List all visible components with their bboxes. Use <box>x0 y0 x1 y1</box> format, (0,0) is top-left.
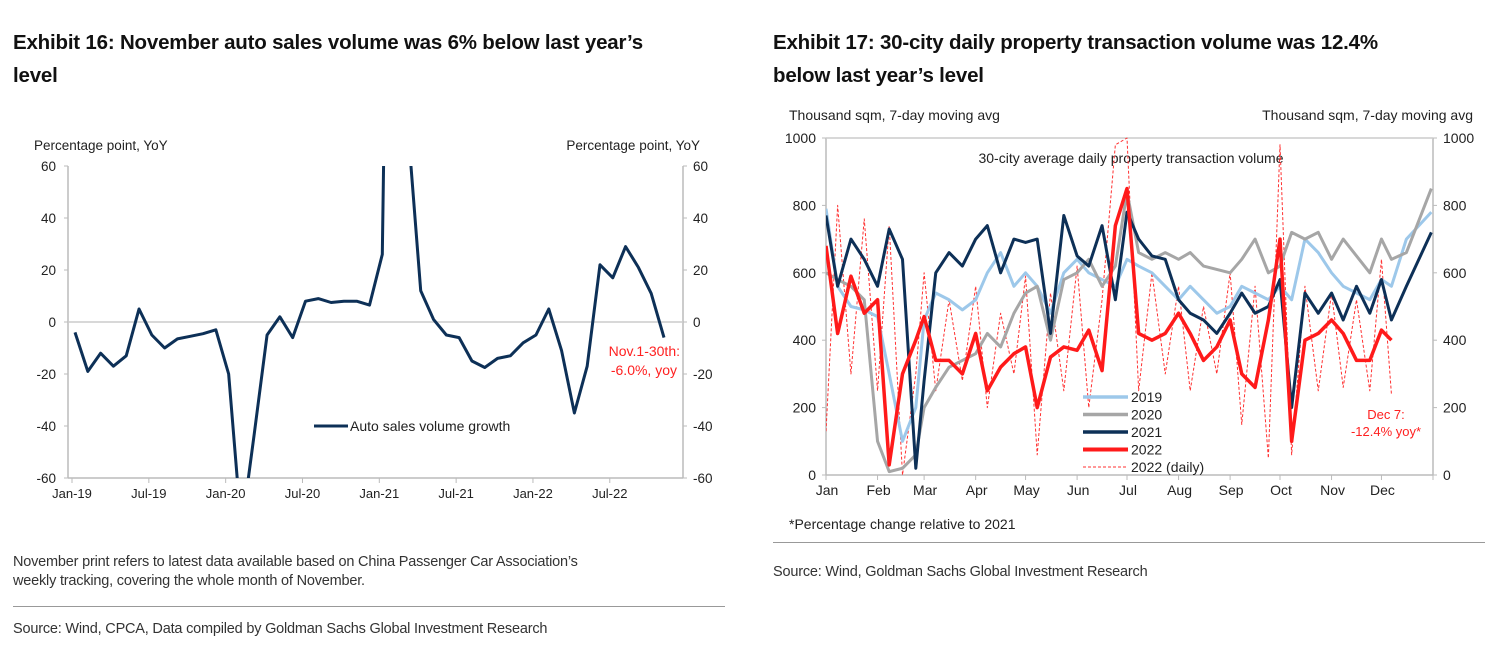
x-tick-label: Apr <box>966 482 988 498</box>
left-title-line2: level <box>13 64 58 87</box>
y-tick-label-right: 1000 <box>1443 130 1474 146</box>
right-title-line1: Exhibit 17: 30-city daily property trans… <box>773 31 1378 54</box>
x-tick-label: Jan-22 <box>513 486 553 501</box>
y-tick-label-right: -20 <box>693 367 713 382</box>
x-tick-label: Jul-21 <box>438 486 473 501</box>
y-tick-label-left: 1000 <box>785 130 816 146</box>
x-tick-label: Jan-20 <box>206 486 246 501</box>
x-tick-label: Jul <box>1119 482 1137 498</box>
legend-label: 2022 (daily) <box>1131 459 1204 475</box>
chart-title: 30-city average daily property transacti… <box>978 150 1283 166</box>
x-tick-label: Jan <box>816 482 839 498</box>
y-tick-label-right: 200 <box>1443 400 1467 416</box>
y-tick-label-right: 0 <box>1443 467 1451 483</box>
y-tick-label-right: 20 <box>693 263 708 278</box>
right-footnote: *Percentage change relative to 2021 <box>789 516 1016 532</box>
y-tick-label-right: 40 <box>693 211 708 226</box>
left-note-line2: weekly tracking, covering the whole mont… <box>13 573 365 589</box>
right-chart-right-axis-label: Thousand sqm, 7-day moving avg <box>1262 107 1473 123</box>
y-tick-label-right: 0 <box>693 315 701 330</box>
y-tick-label-left: 40 <box>41 211 56 226</box>
series-line-auto-sales <box>73 166 666 478</box>
x-tick-label: Oct <box>1270 482 1292 498</box>
y-tick-label-left: -40 <box>36 419 56 434</box>
legend-label: 2021 <box>1131 424 1162 440</box>
left-title-line1: Exhibit 16: November auto sales volume w… <box>13 31 643 54</box>
y-tick-label-left: 800 <box>793 197 817 213</box>
x-tick-label: Jul-22 <box>592 486 627 501</box>
x-tick-label: Jan-19 <box>52 486 92 501</box>
y-tick-label-right: -60 <box>693 471 713 486</box>
series-line-2022 <box>826 186 1393 467</box>
y-tick-label-right: 800 <box>1443 197 1467 213</box>
y-tick-label-right: 400 <box>1443 332 1467 348</box>
y-tick-label-left: 0 <box>808 467 816 483</box>
x-tick-label: Jul-20 <box>285 486 320 501</box>
x-tick-label: Jan-21 <box>359 486 399 501</box>
x-tick-label: Mar <box>913 482 937 498</box>
annotation-line1: Dec 7: <box>1367 407 1405 422</box>
x-tick-label: Feb <box>866 482 890 498</box>
series-line-2020 <box>826 188 1433 474</box>
x-tick-label: May <box>1013 482 1039 498</box>
right-divider <box>773 542 1485 543</box>
x-tick-label: Jul-19 <box>131 486 166 501</box>
annotation-line2: -6.0%, yoy <box>611 362 677 378</box>
y-tick-label-left: 600 <box>793 265 817 281</box>
left-source: Source: Wind, CPCA, Data compiled by Gol… <box>13 621 548 637</box>
right-chart-left-axis-label: Thousand sqm, 7-day moving avg <box>789 107 1000 123</box>
y-tick-label-left: -60 <box>36 471 56 486</box>
x-tick-label: Aug <box>1167 482 1192 498</box>
x-tick-label: Nov <box>1320 482 1345 498</box>
right-source: Source: Wind, Goldman Sachs Global Inves… <box>773 564 1148 580</box>
legend-label: Auto sales volume growth <box>350 418 510 434</box>
x-tick-label: Sep <box>1219 482 1244 498</box>
y-tick-label-left: 400 <box>793 332 817 348</box>
left-note-line1: November print refers to latest data ava… <box>13 554 578 570</box>
y-tick-label-left: -20 <box>36 367 56 382</box>
x-tick-label: Jun <box>1067 482 1090 498</box>
y-tick-label-left: 0 <box>48 315 56 330</box>
legend-label: 2022 <box>1131 442 1162 458</box>
y-tick-label-right: -40 <box>693 419 713 434</box>
y-tick-label-left: 20 <box>41 263 56 278</box>
right-title-line2: below last year’s level <box>773 64 984 87</box>
y-tick-label-left: 60 <box>41 159 56 174</box>
y-tick-label-right: 60 <box>693 159 708 174</box>
left-divider <box>13 606 725 607</box>
y-tick-label-right: 600 <box>1443 265 1467 281</box>
x-tick-label: Dec <box>1370 482 1395 498</box>
annotation-line1: Nov.1-30th: <box>609 343 680 359</box>
annotation-line2: -12.4% yoy* <box>1351 424 1421 439</box>
series-line-2019 <box>826 208 1433 443</box>
y-tick-label-left: 200 <box>793 400 817 416</box>
series-line-2021 <box>826 210 1433 470</box>
right-y-axis-label: Percentage point, YoY <box>566 138 700 153</box>
legend-label: 2020 <box>1131 407 1162 423</box>
legend-label: 2019 <box>1131 389 1162 405</box>
left-y-axis-label: Percentage point, YoY <box>34 138 168 153</box>
